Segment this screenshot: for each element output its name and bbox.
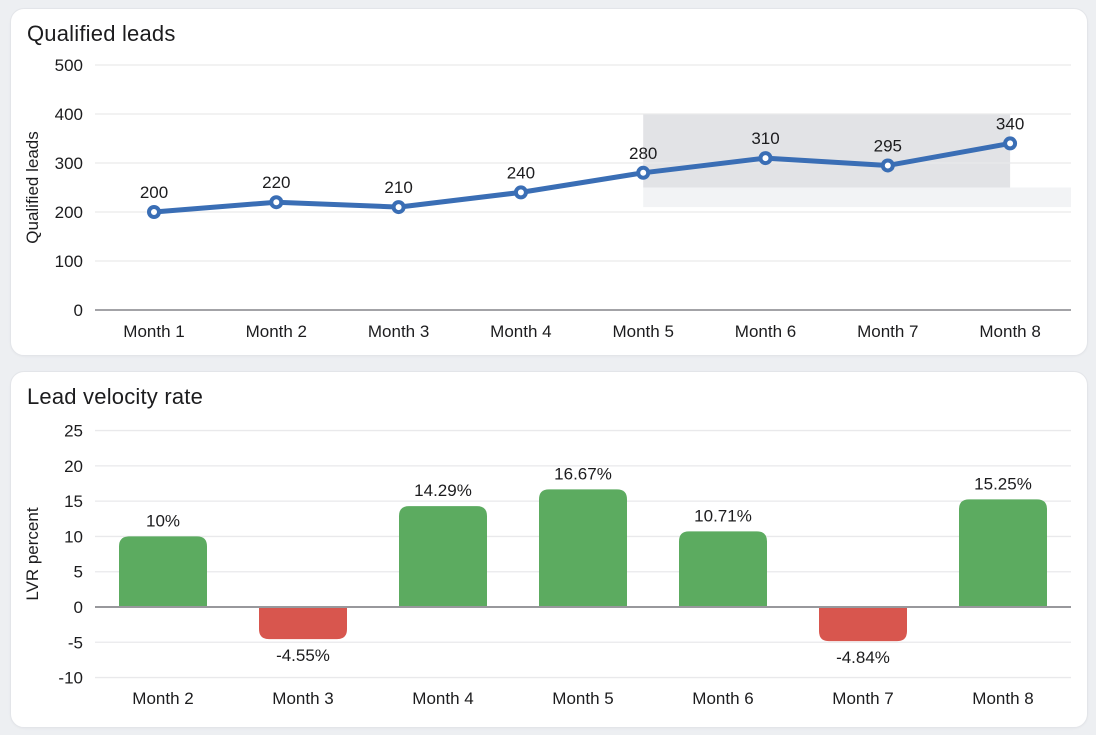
x-tick-label: Month 2 bbox=[246, 322, 307, 341]
bar-value-label: 10.71% bbox=[694, 506, 752, 525]
y-tick-label: -5 bbox=[68, 633, 83, 652]
bar-value-label: 15.25% bbox=[974, 474, 1032, 493]
bar[interactable] bbox=[819, 607, 907, 642]
bar-value-label: 16.67% bbox=[554, 464, 612, 483]
qualified-leads-title: Qualified leads bbox=[27, 21, 176, 46]
x-tick-label: Month 3 bbox=[368, 322, 429, 341]
bar[interactable] bbox=[539, 489, 627, 607]
y-tick-label: 15 bbox=[64, 492, 83, 511]
data-point[interactable] bbox=[513, 185, 528, 200]
bar-value-label: -4.55% bbox=[276, 646, 330, 665]
data-point[interactable] bbox=[1003, 136, 1018, 151]
x-tick-label: Month 4 bbox=[412, 689, 473, 708]
bar-value-label: 14.29% bbox=[414, 481, 472, 500]
x-tick-label: Month 6 bbox=[692, 689, 753, 708]
bar-value-label: 10% bbox=[146, 511, 180, 530]
dashboard: Qualified leads 0 100 200 300 400 500 Qualifie… bbox=[10, 8, 1088, 728]
data-point[interactable] bbox=[636, 165, 651, 180]
y-axis-title: Qualified leads bbox=[23, 131, 42, 243]
y-tick-label: 5 bbox=[74, 563, 83, 582]
x-tick-label: Month 8 bbox=[979, 322, 1040, 341]
highlight-region bbox=[643, 187, 1071, 208]
data-point[interactable] bbox=[758, 151, 773, 166]
x-tick-label: Month 2 bbox=[132, 689, 193, 708]
x-tick-label: Month 3 bbox=[272, 689, 333, 708]
point-label: 210 bbox=[384, 178, 412, 197]
y-tick-label: 20 bbox=[64, 457, 83, 476]
point-label: 340 bbox=[996, 114, 1024, 133]
qualified-leads-chart: 0 100 200 300 400 500 Qualified leads Month 1 Mo… bbox=[23, 57, 1071, 341]
y-tick-label: 400 bbox=[55, 105, 83, 124]
y-tick-label: 0 bbox=[74, 598, 83, 617]
lead-velocity-card: Lead velocity rate -10 -5 0 5 10 15 20 25 LVR pe… bbox=[10, 371, 1088, 728]
y-tick-label: 500 bbox=[55, 57, 83, 75]
y-tick-label: 0 bbox=[74, 301, 83, 320]
x-tick-label: Month 7 bbox=[832, 689, 893, 708]
bar[interactable] bbox=[399, 506, 487, 607]
bar[interactable] bbox=[259, 607, 347, 640]
line-series bbox=[151, 140, 1013, 215]
x-tick-label: Month 8 bbox=[972, 689, 1033, 708]
data-point[interactable] bbox=[391, 200, 406, 215]
y-axis-title: LVR percent bbox=[23, 507, 42, 601]
y-tick-label: 25 bbox=[64, 422, 83, 441]
point-label: 220 bbox=[262, 173, 290, 192]
lead-velocity-title: Lead velocity rate bbox=[27, 384, 204, 409]
data-point[interactable] bbox=[269, 195, 284, 210]
x-tick-label: Month 5 bbox=[552, 689, 613, 708]
bar[interactable] bbox=[959, 499, 1047, 607]
point-label: 310 bbox=[751, 129, 779, 148]
x-tick-label: Month 4 bbox=[490, 322, 551, 341]
point-label: 295 bbox=[874, 136, 902, 155]
bar-value-label: -4.84% bbox=[836, 648, 890, 667]
x-tick-label: Month 1 bbox=[123, 322, 184, 341]
x-tick-label: Month 6 bbox=[735, 322, 796, 341]
y-tick-label: 300 bbox=[55, 154, 83, 173]
data-point[interactable] bbox=[880, 158, 895, 173]
bar[interactable] bbox=[679, 531, 767, 607]
point-label: 200 bbox=[140, 183, 168, 202]
point-label: 280 bbox=[629, 144, 657, 163]
y-tick-label: 10 bbox=[64, 527, 83, 546]
point-label: 240 bbox=[507, 163, 535, 182]
y-tick-label: 100 bbox=[55, 252, 83, 271]
highlight-region bbox=[643, 114, 1011, 188]
qualified-leads-card: Qualified leads 0 100 200 300 400 500 Qualifie… bbox=[10, 8, 1088, 356]
lead-velocity-chart: -10 -5 0 5 10 15 20 25 LVR percent Month 2 Month 3… bbox=[23, 422, 1071, 708]
bar[interactable] bbox=[119, 536, 207, 607]
x-tick-label: Month 7 bbox=[857, 322, 918, 341]
data-point[interactable] bbox=[147, 205, 161, 219]
y-tick-label: 200 bbox=[55, 203, 83, 222]
y-tick-label: -10 bbox=[58, 669, 83, 688]
x-tick-label: Month 5 bbox=[612, 322, 673, 341]
